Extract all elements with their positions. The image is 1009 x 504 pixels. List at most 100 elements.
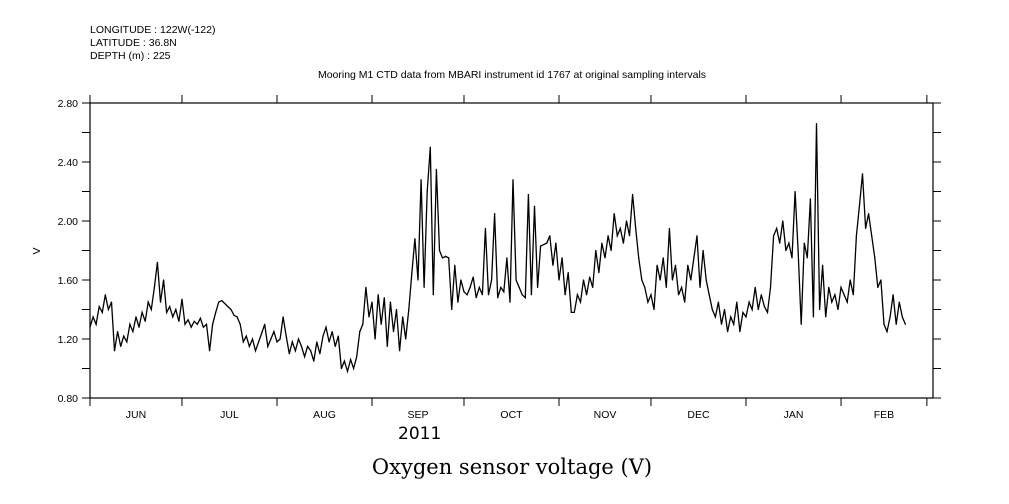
data-point	[871, 235, 873, 237]
data-point	[411, 272, 413, 274]
data-point	[530, 294, 533, 296]
data-point	[490, 279, 493, 281]
data-point	[610, 249, 612, 252]
data-point	[399, 350, 401, 352]
data-point	[760, 294, 762, 296]
data-point	[156, 261, 159, 263]
data-point	[475, 297, 477, 299]
data-point	[193, 320, 195, 322]
data-point	[892, 294, 894, 296]
data-point	[448, 257, 450, 259]
data-point	[549, 235, 551, 237]
data-point	[285, 335, 287, 337]
data-point	[432, 294, 434, 296]
data-point	[307, 345, 309, 347]
data-point	[598, 272, 600, 274]
data-series-line	[89, 123, 906, 374]
chart-title: Mooring M1 CTD data from MBARI instrumen…	[317, 69, 707, 81]
data-point	[334, 345, 336, 347]
data-point	[742, 311, 744, 314]
data-point	[383, 297, 385, 299]
data-point	[184, 323, 186, 325]
data-point	[803, 242, 805, 244]
data-point	[849, 279, 851, 281]
data-point	[733, 323, 735, 325]
data-point	[702, 249, 704, 252]
data-point	[469, 286, 471, 288]
data-point	[638, 257, 640, 259]
data-point	[647, 301, 649, 303]
data-point	[536, 286, 539, 288]
data-point	[868, 213, 870, 215]
data-point	[776, 227, 778, 229]
x-axis-title: Oxygen sensor voltage (V)	[371, 455, 653, 479]
data-point	[95, 323, 97, 325]
data-point	[711, 308, 713, 311]
data-point	[631, 193, 634, 196]
data-point	[690, 279, 692, 281]
data-point	[782, 220, 784, 222]
data-point	[264, 323, 266, 325]
data-point	[852, 294, 854, 296]
data-point	[159, 301, 162, 303]
data-point	[233, 314, 235, 316]
data-point	[843, 294, 845, 296]
data-point	[828, 286, 830, 288]
data-point	[665, 286, 667, 288]
data-point	[607, 235, 609, 237]
data-point	[279, 338, 281, 340]
data-point	[763, 305, 766, 308]
data-point	[766, 311, 769, 314]
data-point	[356, 356, 358, 358]
data-point	[454, 264, 456, 266]
data-point	[368, 316, 370, 318]
data-point	[877, 286, 879, 288]
data-point	[705, 279, 707, 281]
data-point	[736, 301, 738, 303]
data-point	[92, 316, 94, 318]
data-point	[359, 331, 361, 333]
data-point	[564, 294, 566, 296]
data-point	[166, 311, 168, 314]
data-point	[402, 316, 404, 318]
data-point	[659, 279, 661, 281]
data-point	[110, 301, 113, 303]
data-point	[147, 301, 149, 303]
data-point	[460, 279, 462, 281]
data-point	[543, 244, 545, 246]
data-point	[273, 331, 275, 333]
data-point	[392, 331, 395, 333]
data-point	[889, 316, 891, 318]
data-point	[150, 308, 152, 311]
data-point	[248, 345, 251, 347]
data-point	[451, 308, 453, 311]
data-point	[503, 291, 505, 293]
data-point	[386, 345, 388, 347]
data-point	[895, 323, 897, 325]
data-point	[497, 297, 499, 299]
y-tick-label: 2.80	[58, 98, 79, 110]
data-point	[261, 332, 263, 334]
data-point	[573, 311, 575, 314]
data-point	[245, 335, 247, 337]
data-point	[187, 319, 189, 321]
x-tick-label: AUG	[313, 409, 336, 421]
data-point	[898, 301, 900, 303]
data-point	[212, 323, 214, 325]
data-point	[291, 341, 293, 343]
data-point	[337, 335, 339, 337]
data-point	[613, 213, 615, 215]
data-point	[205, 323, 208, 325]
data-point	[169, 305, 171, 308]
data-point	[242, 341, 244, 343]
data-point	[604, 257, 606, 259]
data-point	[589, 276, 591, 278]
data-point	[800, 323, 802, 325]
data-point	[472, 276, 474, 278]
data-point	[227, 305, 229, 308]
x-tick-label: JAN	[784, 409, 804, 421]
data-point	[463, 291, 465, 293]
data-point	[840, 286, 842, 288]
data-point	[561, 257, 563, 259]
